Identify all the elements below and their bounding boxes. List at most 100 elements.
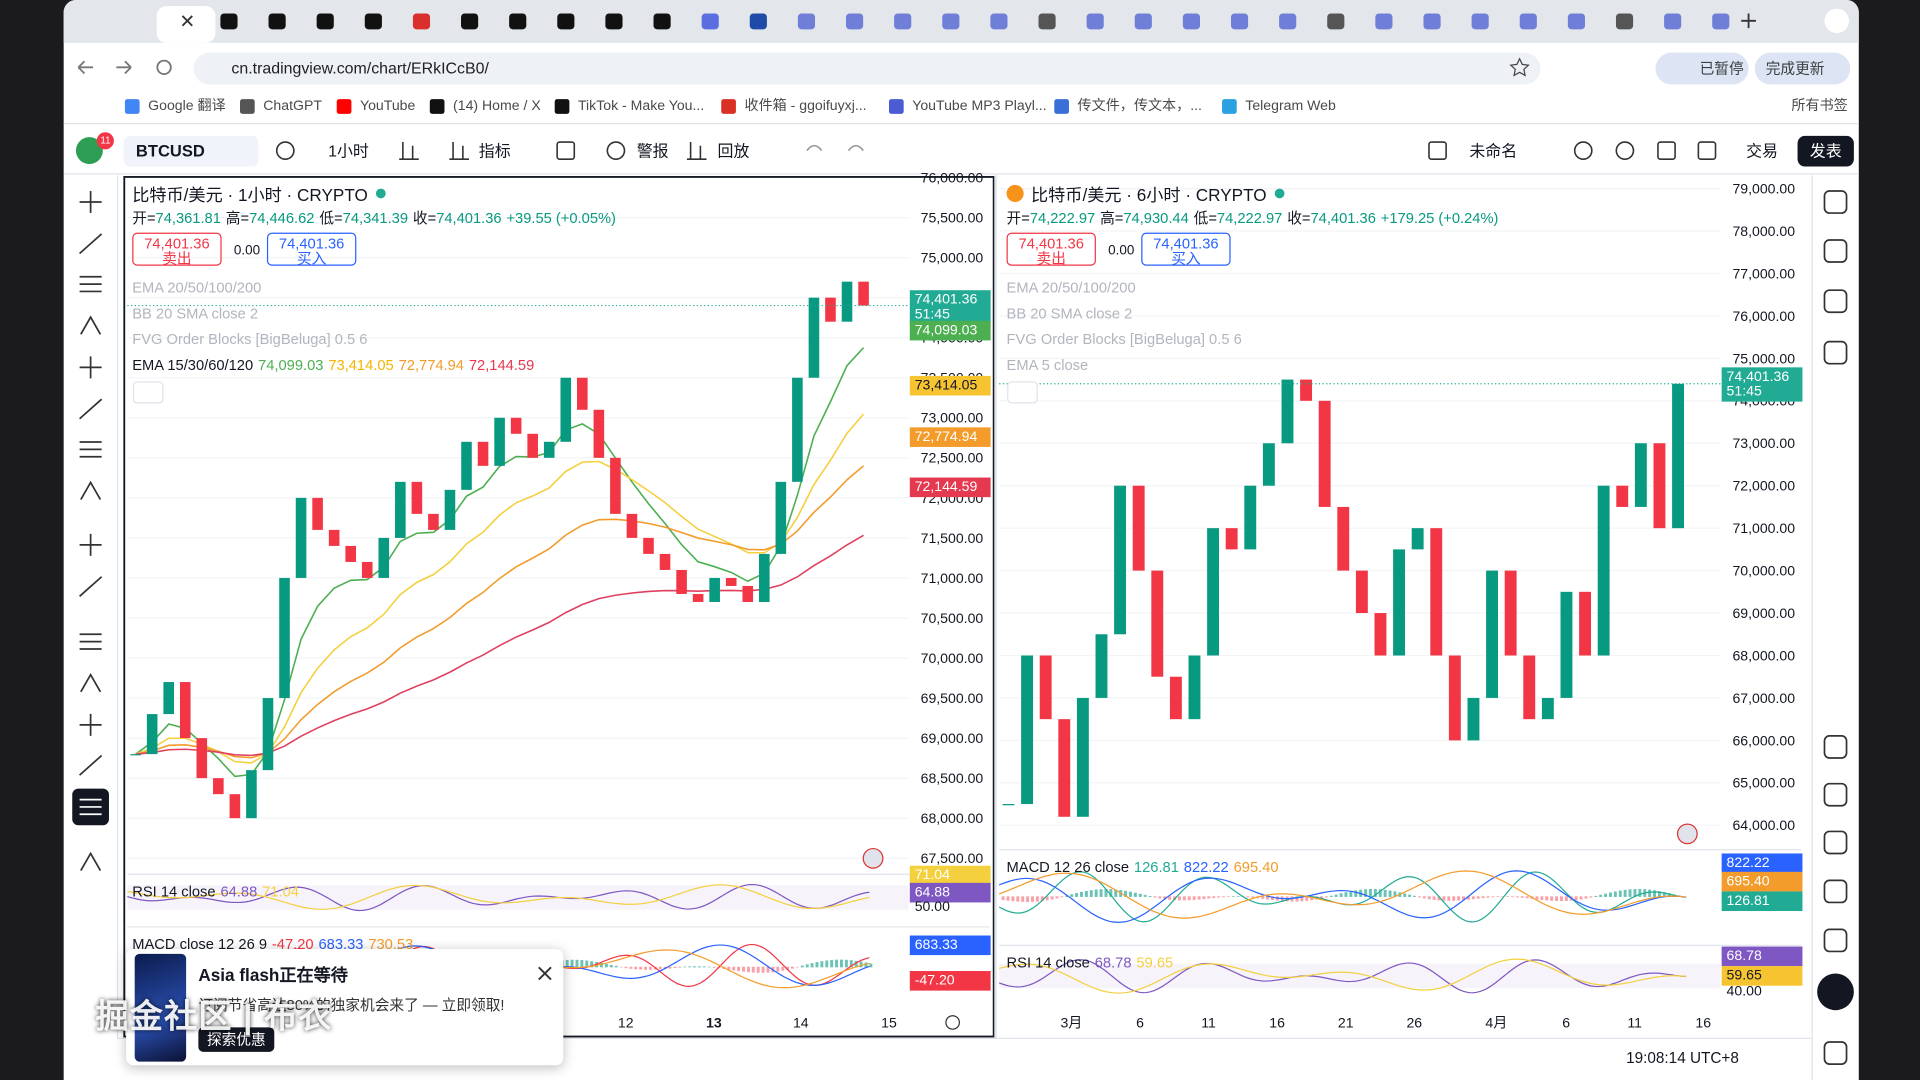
tool-icon[interactable] [79,754,103,776]
ema-row[interactable]: EMA 15/30/60/120 74,099.03 73,414.05 72,774… [132,358,534,373]
popup-button[interactable]: 探索优惠 [198,1027,275,1052]
sidebar-icon[interactable] [1823,289,1848,314]
macd-bar [1226,896,1230,898]
candle [1300,379,1313,401]
macd-bar [658,966,662,970]
tb[interactable]: 指标 [478,142,511,161]
trade-box[interactable]: 74,401.36 卖出 [1006,232,1096,266]
tool-icon[interactable] [79,191,102,214]
bookmark[interactable]: Telegram Web [1245,99,1336,114]
chart-title[interactable]: 比特币/美元 · 1小时 · CRYPTO [132,184,368,205]
toolbar-icon[interactable] [556,141,576,160]
tb[interactable]: 交易 [1746,142,1778,161]
tb[interactable]: 1小时 [328,142,369,161]
toolbar-icon[interactable] [1697,141,1717,160]
tab-icon [846,13,864,30]
sidebar-icon[interactable] [1823,735,1848,759]
settings-icon[interactable] [945,1015,961,1030]
popup-close[interactable] [538,966,553,981]
tool-icon[interactable] [79,576,103,597]
collapse-button[interactable] [1007,381,1038,404]
sidebar-icon[interactable] [1823,830,1848,855]
toolbar-icon[interactable] [1657,141,1676,160]
all-bookmarks[interactable]: 所有书签 [1791,99,1848,114]
osc-row[interactable]: RSI 14 close 68.78 59.65 [1007,955,1174,970]
toolbar-icon[interactable] [847,144,864,152]
indicator[interactable]: EMA 20/50/100/200 [1006,279,1136,297]
ohlc-row: 开=74,361.81 高=74,446.62 低=74,341.39 收=74,40… [132,211,616,226]
tool-icon[interactable] [79,798,102,816]
tool-icon[interactable] [80,315,102,335]
pill[interactable]: 已暂停 [1699,60,1744,78]
trade-box[interactable]: 74,401.36 买入 [266,232,357,266]
toolbar-icon[interactable] [399,142,419,160]
sidebar-icon[interactable] [1823,879,1848,904]
tool-icon[interactable] [79,441,102,458]
tool-icon[interactable] [80,480,102,501]
y-tick-label: 73,000.00 [921,410,984,426]
tool-icon[interactable] [79,398,103,420]
macd-bar [1511,896,1514,898]
bookmark[interactable]: 收件箱 - ggoifuyxj... [744,99,867,114]
toolbar-icon[interactable] [686,142,707,160]
bookmark[interactable]: YouTube MP3 Playl... [912,99,1047,114]
toolbar-icon[interactable] [449,142,469,160]
bookmark[interactable]: YouTube [360,99,416,114]
toolbar-icon[interactable] [1573,141,1593,160]
publish[interactable]: 发表 [1809,142,1842,161]
tool-icon[interactable] [79,713,102,736]
osc-row[interactable]: MACD close 12 26 9 -47.20 683.33 730.53 [132,937,413,952]
bookmark[interactable]: (14) Home / X [453,99,541,114]
bookmark[interactable]: ChatGPT [263,99,322,114]
toolbar-icon[interactable] [1615,141,1635,160]
indicator[interactable]: FVG Order Blocks [BigBeluga] 0.5 6 [132,330,368,348]
osc-row[interactable]: MACD 12 26 close 126.81 822.22 695.40 [1007,860,1279,875]
indicator[interactable]: EMA 5 close [1006,356,1089,374]
tool-icon[interactable] [79,233,103,255]
trade-box[interactable]: 74,401.36 买入 [1141,232,1231,266]
reload-icon [156,59,172,76]
tool-icon[interactable] [79,533,102,556]
tab-icon [1567,13,1585,30]
macd-bar [570,959,574,968]
sidebar-icon[interactable] [1823,928,1848,953]
toolbar-icon[interactable] [275,141,295,160]
indicator[interactable]: FVG Order Blocks [BigBeluga] 0.5 6 [1006,330,1242,348]
toolbar-icon[interactable] [1428,141,1447,160]
sidebar-icon[interactable] [1823,190,1848,214]
sidebar-icon[interactable] [1823,782,1848,807]
tb[interactable]: 警报 [636,142,669,161]
tool-icon[interactable] [79,633,102,650]
ohlc-value: 74,401.36 [436,209,502,227]
chart-title[interactable]: 比特币/美元 · 6小时 · CRYPTO [1031,184,1267,205]
tool-icon[interactable] [79,356,102,379]
bookmark[interactable]: TikTok - Make You... [577,99,705,114]
pane-name: MACD close 12 26 9 [132,935,268,953]
sidebar-icon[interactable] [1823,239,1848,263]
osc-row[interactable]: RSI 14 close 64.88 71.04 [132,884,299,899]
indicator[interactable]: BB 20 SMA close 2 [132,304,259,323]
macd-bar [1060,896,1064,898]
tab-icon [220,13,238,30]
tool-icon[interactable] [79,275,102,293]
sidebar-icon[interactable] [1823,340,1848,365]
bookmark[interactable]: 传文件，传文本，... [1077,99,1202,114]
indicator[interactable]: EMA 20/50/100/200 [132,279,262,297]
collapse-button[interactable] [132,381,164,404]
ohlc-label: 收= [412,209,437,227]
close-icon[interactable] [538,966,552,981]
tool-icon[interactable] [80,672,102,693]
apps-button[interactable] [1817,973,1854,1011]
indicator[interactable]: BB 20 SMA close 2 [1006,304,1133,323]
pill[interactable]: 完成更新 [1765,60,1825,78]
toolbar-icon[interactable] [606,141,626,160]
toolbar-icon[interactable] [806,144,823,152]
tb[interactable]: 未命名 [1469,142,1518,161]
tool-icon[interactable] [80,851,102,872]
candle [428,513,439,530]
tb[interactable]: 回放 [717,142,750,161]
trade-box[interactable]: 74,401.36 卖出 [132,232,222,266]
symbol[interactable]: BTCUSD [135,142,205,161]
sidebar-icon[interactable] [1823,1041,1848,1065]
bookmark[interactable]: Google 翻译 [148,99,226,114]
